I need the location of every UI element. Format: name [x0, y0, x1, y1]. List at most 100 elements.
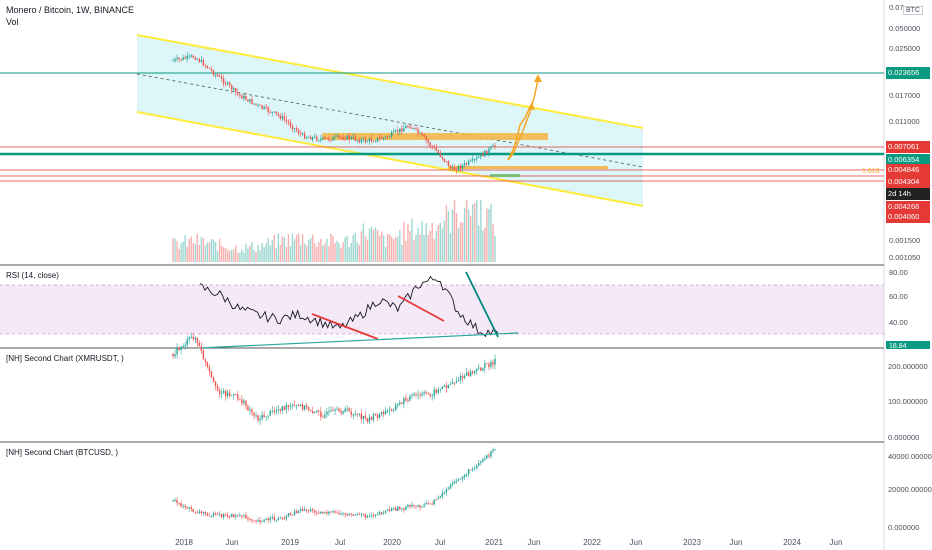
candle-body	[472, 371, 474, 373]
rsi-pane[interactable]: 18.84	[0, 271, 930, 350]
candle-body	[488, 148, 490, 155]
candle-body	[314, 510, 316, 513]
volume-bar	[180, 243, 182, 262]
channel-upper-line[interactable]	[136, 34, 644, 129]
candle-body	[403, 128, 405, 132]
candle-body	[208, 67, 211, 69]
btcusd-tick-label: 40000.000000	[888, 452, 932, 461]
price-candles	[172, 52, 496, 175]
volume-bar	[455, 212, 458, 262]
candle-body	[206, 361, 209, 368]
volume-bar	[326, 238, 328, 262]
xmrusd-label: [NH] Second Chart (XMRUSDT, )	[6, 354, 124, 363]
price-pane[interactable]: 1.618	[0, 34, 884, 262]
rsi-trendline-2[interactable]	[397, 295, 445, 322]
candle-body	[344, 139, 346, 141]
candle-body	[326, 512, 328, 514]
volume-bar	[218, 238, 221, 262]
price-tick-label: 0.001050	[889, 253, 921, 262]
volume-bar	[378, 235, 381, 262]
candle-body	[461, 476, 464, 479]
price-badge: 0.004846	[886, 164, 930, 176]
candle-body	[443, 492, 446, 494]
candle-body	[314, 412, 316, 414]
candle-body	[218, 76, 221, 77]
volume-bar	[269, 245, 271, 262]
candle-body	[409, 396, 411, 401]
candle-body	[358, 139, 361, 143]
volume-bar	[352, 235, 354, 262]
channel-mid-line[interactable]	[136, 73, 644, 168]
candle-body	[206, 513, 209, 516]
candle-body	[204, 512, 207, 514]
candle-body	[435, 499, 437, 501]
support-zone[interactable]	[448, 166, 608, 169]
rsi-support-line[interactable]	[199, 332, 519, 349]
candle-body	[459, 165, 462, 169]
candle-body	[417, 394, 419, 396]
candle-body	[344, 408, 346, 412]
volume-bar	[241, 249, 243, 262]
candle-body	[301, 404, 304, 410]
candle-body	[200, 511, 203, 514]
chart-title: Monero / Bitcoin, 1W, BINANCE	[6, 5, 135, 15]
candle-body	[253, 412, 255, 416]
candle-body	[435, 389, 437, 393]
candle-body	[486, 150, 488, 155]
candle-body	[429, 503, 431, 505]
candle-body	[376, 137, 379, 142]
time-tick-label: Jun	[829, 538, 843, 547]
volume-bar	[216, 251, 219, 262]
volume-bar	[358, 244, 361, 262]
candle-body	[241, 95, 243, 99]
candle-body	[235, 393, 237, 395]
candle-body	[445, 161, 448, 163]
volume-bar	[188, 239, 190, 262]
xmrusd-pane[interactable]	[172, 332, 496, 425]
volume-bar	[486, 208, 488, 262]
price-tick-label: 0.011000	[889, 117, 920, 126]
projection-path[interactable]	[507, 79, 539, 161]
resistance-zone[interactable]	[322, 133, 548, 140]
channel-lower-line[interactable]	[136, 111, 644, 207]
candle-body	[245, 400, 247, 407]
volume-bar	[433, 239, 435, 262]
candle-body	[247, 518, 249, 520]
candle-body	[277, 518, 280, 520]
candle-body	[384, 410, 387, 415]
candle-body	[307, 510, 310, 512]
candle-body	[401, 508, 403, 510]
rsi-trendline-3[interactable]	[465, 271, 499, 338]
rsi-trendline-1[interactable]	[311, 313, 379, 340]
volume-bar	[303, 243, 306, 262]
volume-bar	[453, 200, 456, 262]
volume-bar	[322, 245, 324, 262]
price-badge: 0.004266	[886, 201, 930, 213]
volume-bar	[263, 247, 265, 262]
candle-body	[305, 509, 308, 511]
candle-body	[494, 145, 496, 147]
volume-bar	[344, 237, 346, 262]
candle-body	[484, 150, 486, 157]
candle-body	[180, 346, 182, 351]
candle-body	[490, 362, 492, 367]
candle-body	[188, 507, 190, 509]
candle-body	[469, 371, 472, 377]
candle-body	[490, 451, 492, 457]
volume-bar	[388, 234, 391, 262]
candle-body	[176, 499, 178, 504]
support-zone-green[interactable]	[490, 174, 520, 177]
candle-body	[326, 138, 328, 139]
candle-body	[314, 136, 316, 138]
candle-body	[332, 511, 334, 513]
candle-body	[318, 512, 320, 514]
candle-body	[354, 515, 356, 516]
volume-bar	[368, 228, 371, 262]
currency-tag[interactable]: BTC	[903, 6, 923, 15]
volume-bar	[366, 239, 369, 262]
volume-bar	[312, 234, 314, 262]
candle-body	[251, 409, 253, 413]
btcusd-pane[interactable]	[172, 447, 496, 525]
rsi-line[interactable]	[199, 275, 499, 338]
